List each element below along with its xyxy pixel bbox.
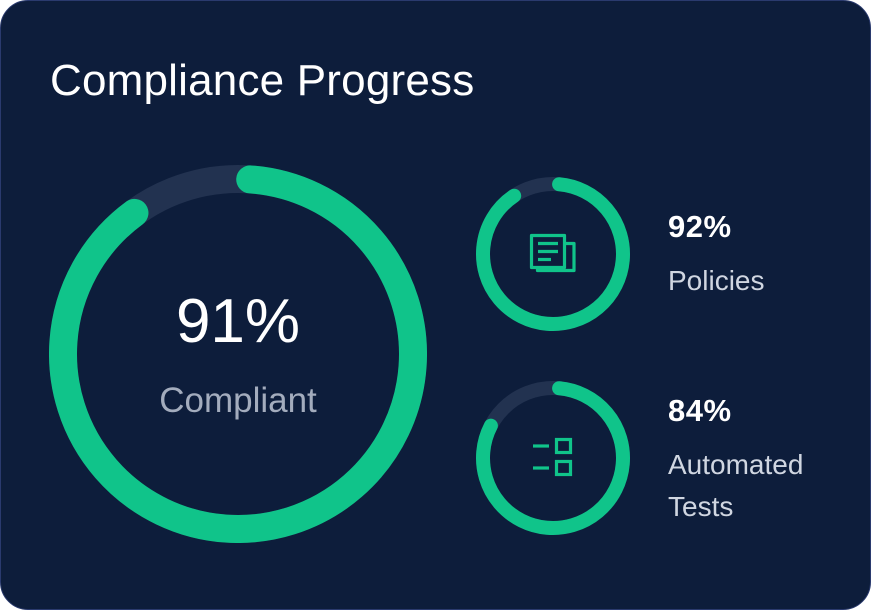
- policies-progress-ring: [476, 177, 630, 331]
- overall-summary: 91% Compliant: [49, 165, 427, 543]
- overall-progress-ring: [49, 165, 427, 543]
- automated-tests-label: Automated Tests: [668, 449, 804, 522]
- automated-tests-ring-progress: [476, 381, 630, 535]
- automated-tests-percentage: 84%: [668, 393, 732, 428]
- policies-label: Policies: [668, 265, 765, 296]
- overall-ring-progress: [49, 165, 427, 543]
- card-title: Compliance Progress: [50, 56, 475, 105]
- policies-ring-progress: [476, 177, 630, 331]
- automated-tests-progress-ring: [476, 381, 630, 535]
- policies-percentage: 92%: [668, 209, 732, 244]
- checklist-icon: [533, 437, 573, 477]
- document-icon: [529, 233, 576, 273]
- overall-percentage: 91%: [175, 287, 301, 356]
- overall-label: Compliant: [159, 381, 317, 420]
